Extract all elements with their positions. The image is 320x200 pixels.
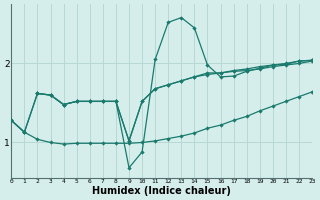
X-axis label: Humidex (Indice chaleur): Humidex (Indice chaleur): [92, 186, 231, 196]
